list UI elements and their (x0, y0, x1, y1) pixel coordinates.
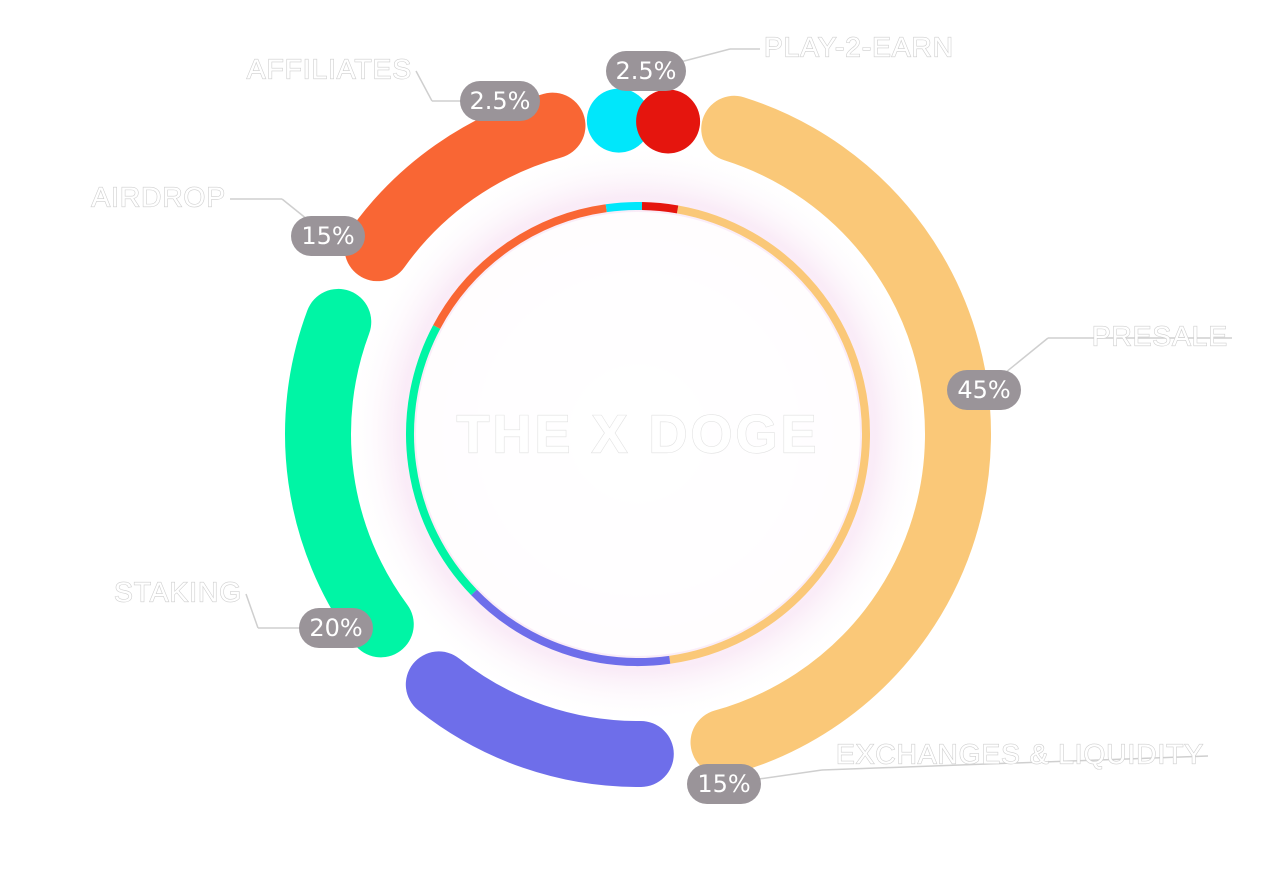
leader-tick-staking (245, 593, 259, 629)
inner-slice-airdrop (433, 204, 607, 329)
inner-slice-exchanges-and-liquidity (471, 589, 671, 666)
leader-tick-affiliates (415, 70, 433, 102)
leader-tick-exchanges-and-liquidity (821, 755, 1209, 771)
inner-slice-play-2-earn (641, 202, 679, 214)
slice-labels: PRESALE 45% EXCHANGES & LIQUIDITY 15% STAKIN… (91, 31, 1232, 804)
label-play-2-earn: PLAY-2-EARN (764, 31, 954, 62)
slice-presale (690, 95, 991, 776)
outer-ring (285, 88, 991, 787)
percent-badge-presale: 45% (947, 370, 1021, 410)
percent-badge-exchanges-and-liquidity: 15% (687, 764, 761, 804)
percent-badge-bg (299, 608, 373, 648)
percent-badge-bg (606, 51, 686, 91)
percent-badge-bg (291, 216, 365, 256)
inner-slice-affiliates (605, 202, 643, 213)
label-affiliates: AFFILIATES (247, 53, 412, 84)
label-airdrop: AIRDROP (91, 181, 226, 212)
inner-slice-staking (406, 325, 477, 596)
percent-value: 2.5% (470, 87, 531, 115)
label-staking: STAKING (114, 576, 242, 607)
slice-staking (285, 288, 414, 658)
percent-badge-bg (460, 81, 540, 121)
center-title: THE X DOGE (456, 404, 819, 464)
slice-airdrop (344, 92, 586, 282)
percent-value: 20% (309, 614, 362, 642)
percent-value: 15% (697, 770, 750, 798)
percent-badge-staking: 20% (299, 608, 373, 648)
percent-value: 45% (957, 376, 1010, 404)
percent-badge-affiliates: 2.5% (460, 81, 540, 121)
label-exchanges-and-liquidity: EXCHANGES & LIQUIDITY (836, 738, 1204, 769)
percent-badge-bg (687, 764, 761, 804)
percent-value: 15% (301, 222, 354, 250)
label-presale: PRESALE (1092, 320, 1228, 351)
inner-ring (406, 202, 870, 666)
slice-exchanges-and-liquidity (405, 651, 674, 787)
slice-play-2-earn (636, 89, 701, 154)
percent-badge-bg (947, 370, 1021, 410)
percent-badge-play-2-earn: 2.5% (606, 51, 686, 91)
slice-affiliates (586, 88, 651, 153)
inner-disc (416, 212, 860, 656)
percent-value: 2.5% (616, 57, 677, 85)
inner-slice-presale (669, 205, 870, 664)
percent-badge-airdrop: 15% (291, 216, 365, 256)
